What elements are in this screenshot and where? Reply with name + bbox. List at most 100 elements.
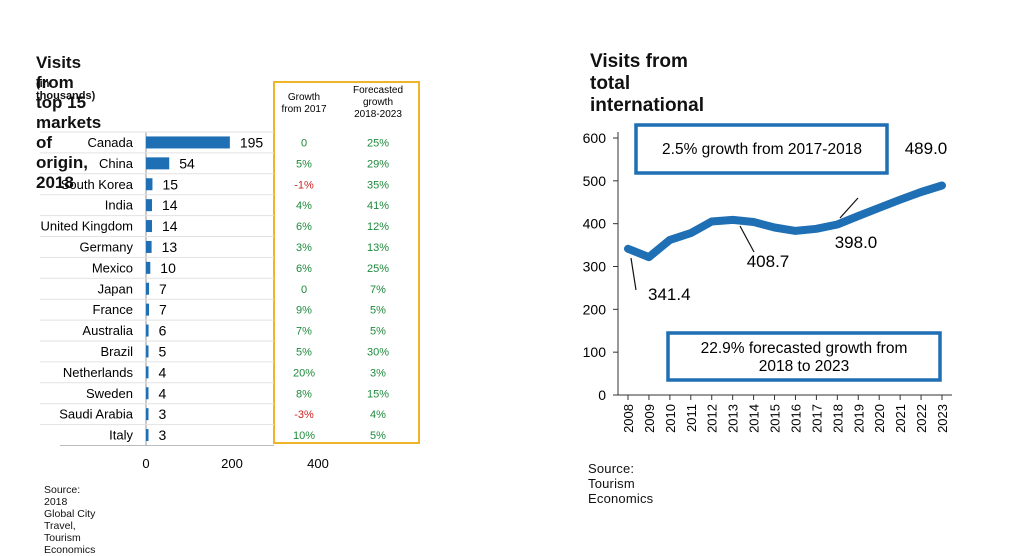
bar bbox=[146, 261, 151, 274]
x-tick-label: 2008 bbox=[621, 404, 636, 433]
category-label: Brazil bbox=[100, 344, 133, 359]
left-chart-title: Visits from top 15 markets of origin, 20… bbox=[36, 53, 102, 192]
x-tick-label: 200 bbox=[221, 456, 243, 471]
growth-header: from 2017 bbox=[281, 104, 326, 115]
forecast-header: Forecasted bbox=[353, 85, 403, 96]
bar bbox=[146, 220, 153, 233]
bar-value-label: 7 bbox=[159, 302, 167, 318]
forecast-cell: 4% bbox=[370, 409, 386, 421]
category-label: Canada bbox=[87, 135, 133, 150]
forecast-cell: 25% bbox=[367, 263, 389, 275]
growth-cell: 9% bbox=[296, 305, 312, 317]
annotation-leader bbox=[739, 225, 755, 253]
growth-cell: 7% bbox=[296, 326, 312, 338]
bar bbox=[146, 408, 149, 421]
x-tick-label: 2014 bbox=[747, 404, 762, 433]
growth-cell: 3% bbox=[296, 242, 312, 254]
bar bbox=[146, 136, 230, 149]
category-label: Italy bbox=[109, 428, 133, 443]
x-tick-label: 2023 bbox=[935, 404, 950, 433]
forecast-cell: 5% bbox=[370, 430, 386, 442]
category-label: Saudi Arabia bbox=[59, 407, 133, 422]
callout-box-top bbox=[634, 123, 889, 175]
right-chart-source: Source: Tourism Economics bbox=[588, 461, 654, 506]
forecast-cell: 3% bbox=[370, 367, 386, 379]
forecast-header: 2018-2023 bbox=[354, 109, 402, 120]
x-tick-label: 2009 bbox=[642, 404, 657, 433]
left-chart-subtitle: (in thousands) bbox=[36, 78, 96, 102]
data-annotation-label: 341.4 bbox=[648, 285, 691, 304]
category-label: Australia bbox=[82, 323, 133, 338]
bar-value-label: 7 bbox=[159, 281, 167, 297]
right-chart-title: Visits from total international bbox=[590, 51, 705, 116]
x-tick-label: 2021 bbox=[893, 404, 908, 433]
data-annotation-label: 489.0 bbox=[905, 139, 948, 158]
bar bbox=[146, 366, 149, 379]
forecast-cell: 13% bbox=[367, 242, 389, 254]
bar-value-label: 3 bbox=[159, 406, 167, 422]
x-tick-label: 2018 bbox=[830, 404, 845, 433]
growth-cell: 8% bbox=[296, 388, 312, 400]
forecast-cell: 29% bbox=[367, 158, 389, 170]
x-tick-label: 2010 bbox=[663, 404, 678, 433]
bar bbox=[146, 178, 153, 191]
x-tick-label: 2017 bbox=[809, 404, 824, 433]
y-tick-label: 300 bbox=[583, 259, 607, 275]
growth-cell: -3% bbox=[294, 409, 314, 421]
bar bbox=[146, 387, 149, 400]
bar-value-label: 54 bbox=[179, 155, 195, 171]
forecast-cell: 41% bbox=[367, 200, 389, 212]
y-tick-label: 200 bbox=[583, 301, 607, 317]
forecast-cell: 30% bbox=[367, 346, 389, 358]
growth-cell: 0 bbox=[301, 137, 307, 149]
data-annotation-label: 408.7 bbox=[747, 252, 790, 271]
growth-cell: -1% bbox=[294, 179, 314, 191]
forecast-header: growth bbox=[363, 97, 393, 108]
bar bbox=[146, 345, 149, 358]
bar-value-label: 4 bbox=[159, 364, 167, 380]
bar bbox=[146, 240, 152, 253]
growth-cell: 6% bbox=[296, 221, 312, 233]
data-annotation-label: 398.0 bbox=[835, 233, 878, 252]
forecast-cell: 5% bbox=[370, 305, 386, 317]
category-label: Mexico bbox=[92, 260, 133, 275]
category-label: Germany bbox=[80, 239, 134, 254]
category-label: China bbox=[99, 156, 134, 171]
growth-cell: 0 bbox=[301, 284, 307, 296]
x-tick-label: 2022 bbox=[914, 404, 929, 433]
bar bbox=[146, 429, 149, 442]
growth-cell: 20% bbox=[293, 367, 315, 379]
growth-cell: 5% bbox=[296, 158, 312, 170]
series-line bbox=[624, 181, 946, 262]
x-tick-label: 2020 bbox=[872, 404, 887, 433]
bar-value-label: 14 bbox=[162, 218, 178, 234]
y-tick-label: 100 bbox=[583, 344, 607, 360]
forecast-cell: 15% bbox=[367, 388, 389, 400]
x-tick-label: 2011 bbox=[684, 404, 699, 432]
category-label: Netherlands bbox=[63, 365, 134, 380]
growth-cell: 5% bbox=[296, 346, 312, 358]
callout-box-bottom bbox=[666, 331, 942, 382]
category-label: United Kingdom bbox=[41, 219, 134, 234]
bar-value-label: 10 bbox=[160, 260, 176, 276]
bar bbox=[146, 199, 153, 212]
forecast-cell: 25% bbox=[367, 137, 389, 149]
x-tick-label: 2013 bbox=[726, 404, 741, 433]
bar-value-label: 5 bbox=[159, 343, 167, 359]
callout-text-top: 2.5% growth from 2017-2018 bbox=[662, 141, 862, 158]
growth-cell: 6% bbox=[296, 263, 312, 275]
x-tick-label: 2015 bbox=[768, 404, 783, 433]
x-tick-label: 2012 bbox=[705, 404, 720, 433]
x-tick-label: 2016 bbox=[788, 404, 803, 433]
forecast-cell: 35% bbox=[367, 179, 389, 191]
annotation-leader bbox=[630, 257, 637, 291]
y-tick-label: 400 bbox=[583, 216, 607, 232]
growth-header: Growth bbox=[288, 92, 320, 103]
y-tick-label: 0 bbox=[598, 387, 606, 403]
forecast-cell: 12% bbox=[367, 221, 389, 233]
bar bbox=[146, 303, 150, 316]
growth-table-border bbox=[273, 81, 420, 444]
bar-value-label: 14 bbox=[162, 197, 178, 213]
bar-value-label: 195 bbox=[240, 134, 264, 150]
